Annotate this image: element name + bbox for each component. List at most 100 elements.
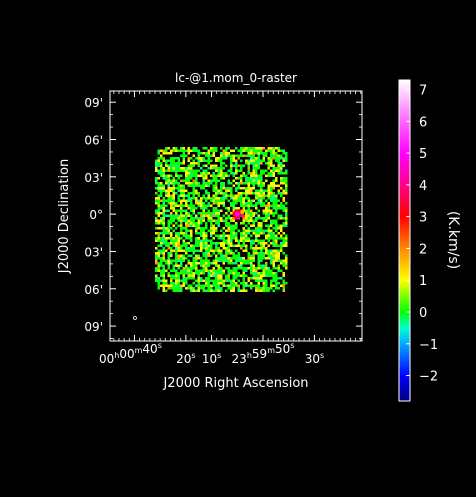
raster-pixel bbox=[277, 264, 280, 267]
raster-pixel bbox=[180, 194, 183, 197]
raster-pixel bbox=[170, 199, 173, 202]
raster-pixel bbox=[277, 147, 280, 150]
raster-pixel bbox=[162, 157, 165, 160]
raster-pixel bbox=[205, 264, 208, 267]
raster-pixel bbox=[180, 202, 183, 205]
raster-pixel bbox=[212, 259, 215, 262]
raster-pixel bbox=[220, 234, 223, 237]
raster-pixel bbox=[187, 229, 190, 232]
raster-pixel bbox=[280, 204, 283, 207]
raster-pixel bbox=[195, 199, 198, 202]
raster-pixel bbox=[220, 217, 223, 220]
y-tick-label: 03' bbox=[84, 171, 103, 185]
raster-pixel bbox=[222, 172, 225, 175]
raster-pixel bbox=[165, 169, 168, 172]
raster-pixel bbox=[260, 172, 263, 175]
raster-pixel bbox=[245, 259, 248, 262]
raster-pixel bbox=[162, 272, 165, 275]
raster-pixel bbox=[167, 147, 170, 150]
raster-pixel bbox=[155, 274, 158, 277]
raster-pixel bbox=[280, 237, 283, 240]
raster-pixel bbox=[247, 239, 250, 242]
raster-pixel bbox=[180, 259, 183, 262]
raster-pixel bbox=[247, 164, 250, 167]
raster-pixel bbox=[200, 264, 203, 267]
raster-pixel bbox=[260, 162, 263, 165]
raster-pixel bbox=[235, 284, 238, 287]
raster-pixel bbox=[200, 174, 203, 177]
raster-pixel bbox=[182, 169, 185, 172]
raster-pixel bbox=[167, 252, 170, 255]
raster-pixel bbox=[212, 242, 215, 245]
raster-pixel bbox=[157, 152, 160, 155]
raster-pixel bbox=[222, 259, 225, 262]
raster-pixel bbox=[207, 239, 210, 242]
raster-pixel bbox=[230, 229, 233, 232]
raster-pixel bbox=[167, 242, 170, 245]
raster-pixel bbox=[262, 194, 265, 197]
raster-pixel bbox=[202, 237, 205, 240]
raster-pixel bbox=[170, 189, 173, 192]
raster-pixel bbox=[190, 164, 193, 167]
raster-pixel bbox=[282, 279, 285, 282]
raster-pixel bbox=[285, 159, 288, 162]
raster-pixel bbox=[227, 214, 230, 217]
raster-pixel bbox=[207, 254, 210, 257]
raster-pixel bbox=[182, 219, 185, 222]
raster-pixel bbox=[285, 267, 288, 270]
raster-pixel bbox=[262, 254, 265, 257]
raster-pixel bbox=[285, 157, 288, 160]
raster-pixel bbox=[220, 229, 223, 232]
raster-pixel bbox=[257, 259, 260, 262]
raster-pixel bbox=[187, 194, 190, 197]
raster-pixel bbox=[212, 262, 215, 265]
raster-pixel bbox=[210, 167, 213, 170]
raster-pixel bbox=[235, 159, 238, 162]
raster-pixel bbox=[282, 157, 285, 160]
raster-pixel bbox=[257, 182, 260, 185]
raster-pixel bbox=[267, 164, 270, 167]
raster-pixel bbox=[180, 264, 183, 267]
raster-pixel bbox=[275, 237, 278, 240]
raster-pixel bbox=[160, 217, 163, 220]
raster-pixel bbox=[207, 204, 210, 207]
raster-pixel bbox=[167, 274, 170, 277]
raster-pixel bbox=[202, 207, 205, 210]
raster-pixel bbox=[247, 222, 250, 225]
raster-pixel bbox=[280, 162, 283, 165]
raster-pixel bbox=[210, 212, 213, 215]
raster-pixel bbox=[200, 262, 203, 265]
raster-pixel bbox=[235, 249, 238, 252]
raster-pixel bbox=[215, 279, 218, 282]
raster-pixel bbox=[202, 212, 205, 215]
raster-pixel bbox=[255, 147, 258, 150]
raster-pixel bbox=[180, 237, 183, 240]
raster-pixel bbox=[237, 149, 240, 152]
raster-pixel bbox=[200, 172, 203, 175]
raster-pixel bbox=[270, 262, 273, 265]
raster-pixel bbox=[180, 192, 183, 195]
raster-pixel bbox=[262, 182, 265, 185]
raster-pixel bbox=[282, 152, 285, 155]
raster-pixel bbox=[275, 249, 278, 252]
raster-pixel bbox=[267, 272, 270, 275]
raster-pixel bbox=[217, 179, 220, 182]
raster-pixel bbox=[252, 242, 255, 245]
raster-pixel bbox=[235, 164, 238, 167]
raster-pixel bbox=[160, 237, 163, 240]
raster-pixel bbox=[190, 199, 193, 202]
raster-pixel bbox=[200, 284, 203, 287]
raster-pixel bbox=[270, 162, 273, 165]
raster-pixel bbox=[157, 182, 160, 185]
raster-pixel bbox=[190, 277, 193, 280]
raster-pixel bbox=[175, 244, 178, 247]
raster-pixel bbox=[260, 242, 263, 245]
raster-pixel bbox=[165, 239, 168, 242]
raster-pixel bbox=[235, 259, 238, 262]
raster-pixel bbox=[230, 154, 233, 157]
raster-pixel bbox=[187, 204, 190, 207]
raster-pixel bbox=[162, 172, 165, 175]
raster-pixel bbox=[155, 187, 158, 190]
raster-pixel bbox=[180, 257, 183, 260]
raster-pixel bbox=[155, 169, 158, 172]
